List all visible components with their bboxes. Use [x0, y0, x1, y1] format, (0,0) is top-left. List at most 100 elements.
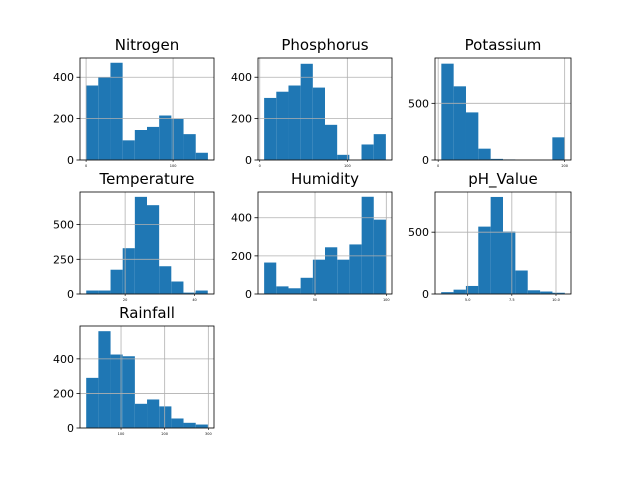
histogram-bar: [373, 219, 387, 294]
y-tick-label: 0: [67, 422, 74, 435]
axes-frame: [79, 191, 215, 295]
subplot-ph-value: 0 500 5.0 7.5 10.0 pH_Value: [408, 170, 572, 302]
histogram-bar: [98, 331, 111, 428]
histogram-bar: [264, 97, 277, 160]
x-tick-label: 7.5: [509, 298, 515, 302]
axes-frame: [79, 57, 215, 161]
y-tick-label: 0: [67, 288, 74, 301]
y-tick-label: 0: [245, 154, 252, 167]
histogram-bar: [441, 292, 454, 294]
histogram-bar: [490, 158, 503, 160]
histogram-bar: [122, 356, 135, 428]
histogram-bar: [171, 418, 184, 428]
x-tick-label: 200: [161, 432, 168, 436]
histogram-bar: [147, 399, 160, 428]
x-tick-label: 300: [205, 432, 212, 436]
histogram-bar: [478, 148, 491, 160]
x-tick-label: 10.0: [552, 298, 560, 302]
histogram-bar: [195, 290, 208, 294]
histogram-bar: [159, 266, 172, 294]
y-tick-label: 400: [53, 353, 74, 366]
y-tick-label: 0: [245, 288, 252, 301]
subplot-title: Humidity: [291, 170, 359, 188]
axes-frame: [79, 325, 215, 429]
y-tick-label: 250: [53, 253, 74, 266]
y-tick-label: 500: [408, 226, 429, 239]
histogram-bar: [98, 290, 111, 294]
histogram-bar: [552, 137, 565, 160]
histogram-bar: [195, 152, 208, 160]
histogram-bar: [300, 277, 313, 294]
histogram-bar: [86, 290, 99, 294]
histogram-bar: [453, 289, 466, 294]
histogram-bar: [122, 140, 135, 160]
histogram-bar: [276, 286, 289, 294]
histogram-bar: [134, 196, 147, 294]
subplot-title: Potassium: [465, 36, 542, 54]
histogram-bar: [478, 226, 491, 294]
histogram-bar: [325, 124, 338, 160]
axes-frame: [434, 57, 572, 161]
x-tick-label: 0: [437, 164, 439, 168]
subplot-title: Nitrogen: [115, 36, 180, 54]
subplot-phosphorus: 0 200 400 0 100 Phosphorus: [231, 36, 393, 168]
y-tick-label: 0: [422, 288, 429, 301]
histogram-bar: [300, 63, 313, 160]
histogram-bar: [122, 248, 135, 294]
subplot-title: Rainfall: [119, 304, 175, 322]
histogram-bar: [527, 290, 541, 294]
histogram-bar: [159, 406, 172, 428]
x-tick-label: 100: [118, 432, 125, 436]
x-tick-label: 0: [85, 164, 87, 168]
axes-frame: [257, 191, 393, 295]
x-tick-label: 40: [192, 298, 196, 302]
y-tick-label: 400: [231, 212, 252, 225]
histogram-bar: [134, 130, 147, 160]
histogram-bar: [159, 115, 172, 160]
x-tick-label: 100: [383, 298, 390, 302]
subplot-rainfall: 0 200 400 100 200 300 Rainfall: [53, 304, 215, 436]
histogram-bar: [490, 196, 503, 294]
histogram-bar: [361, 196, 374, 294]
histogram-bar: [312, 259, 325, 294]
subplot-temperature: 0 250 500 20 40 Temperature: [53, 170, 215, 302]
y-tick-label: 0: [422, 154, 429, 167]
histogram-bar: [147, 205, 160, 294]
histogram-bar: [337, 154, 350, 160]
subplot-title: Temperature: [98, 170, 194, 188]
histogram-bar: [276, 91, 289, 160]
x-tick-label: 100: [344, 164, 351, 168]
axes-frame: [257, 57, 393, 161]
histogram-bar: [515, 270, 528, 294]
histogram-bar: [337, 259, 350, 294]
x-tick-label: 0: [259, 164, 261, 168]
x-tick-label: 200: [561, 164, 568, 168]
y-tick-label: 400: [231, 71, 252, 84]
x-tick-label: 50: [313, 298, 317, 302]
histogram-bar: [264, 262, 277, 294]
y-tick-label: 200: [231, 250, 252, 263]
histogram-bar: [110, 354, 123, 428]
histogram-bar: [110, 269, 123, 294]
subplot-potassium: 0 500 0 200 Potassium: [408, 36, 572, 168]
y-tick-label: 200: [53, 387, 74, 400]
histogram-bar: [453, 86, 466, 160]
histogram-bar: [349, 244, 362, 294]
histogram-bar: [288, 288, 301, 294]
histogram-bar: [552, 292, 565, 294]
histogram-bar: [373, 134, 386, 160]
histogram-bar: [171, 118, 184, 160]
y-tick-label: 500: [53, 219, 74, 232]
y-tick-label: 200: [53, 113, 74, 126]
histogram-bar: [183, 134, 196, 160]
histogram-bar: [312, 87, 325, 160]
x-tick-label: 100: [170, 164, 177, 168]
histogram-bar: [465, 285, 479, 294]
histogram-bar: [183, 292, 196, 294]
x-tick-label: 5.0: [465, 298, 471, 302]
y-tick-label: 400: [53, 71, 74, 84]
histogram-bar: [86, 85, 99, 160]
axes-frame: [434, 191, 572, 295]
histogram-bar: [503, 231, 516, 294]
